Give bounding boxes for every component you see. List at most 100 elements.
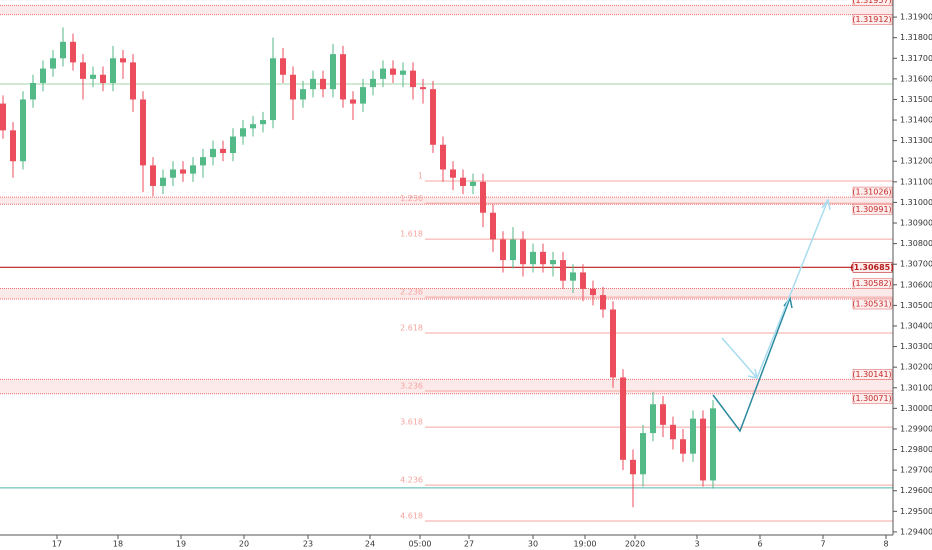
- level-label-box: [852, 186, 893, 198]
- fib-label: 3.618: [400, 418, 423, 427]
- x-tick-label: 30: [528, 540, 538, 549]
- y-tick-label: 1.29900: [900, 424, 932, 433]
- candle-body: [100, 74, 106, 83]
- level-label: (1.30582): [852, 279, 891, 288]
- x-tick-label: 19:00: [573, 540, 596, 549]
- candle-body: [490, 212, 496, 240]
- level-label: (1.30531): [852, 300, 891, 309]
- level-label-box: [852, 0, 893, 6]
- candle-body: [310, 78, 316, 90]
- candle-body: [350, 99, 356, 104]
- candle-body: [110, 58, 116, 83]
- y-tick-label: 1.31800: [900, 33, 932, 42]
- overlays: [0, 4, 893, 522]
- level-label-box: [852, 298, 893, 310]
- candle-body: [610, 309, 616, 378]
- x-tick-label: 8: [883, 540, 888, 549]
- fib-label: 1.236: [400, 194, 423, 203]
- candle-body: [230, 136, 236, 154]
- x-tick-label: 27: [464, 540, 474, 549]
- candle-body: [120, 58, 126, 63]
- candle-body: [400, 70, 406, 75]
- candle-body: [690, 418, 696, 454]
- candle-body: [480, 181, 486, 213]
- x-tick-label: 23: [303, 540, 313, 549]
- y-tick-label: 1.31700: [900, 54, 932, 63]
- candle-body: [290, 74, 296, 100]
- y-tick-label: 1.29400: [900, 527, 932, 536]
- y-tick-label: 1.30300: [900, 342, 932, 351]
- y-tick-label: 1.31900: [900, 13, 932, 22]
- candle-body: [370, 78, 376, 88]
- candle-body: [360, 87, 366, 104]
- candle-body: [260, 120, 266, 125]
- candle-body: [380, 68, 386, 79]
- level-label: (1.30991): [852, 205, 891, 214]
- y-tick-label: 1.30200: [900, 363, 932, 372]
- candle-body: [520, 239, 526, 265]
- y-tick-label: 1.29800: [900, 445, 932, 454]
- zone: [0, 288, 893, 300]
- fib-label: 3.236: [400, 382, 423, 391]
- candle-body: [150, 165, 156, 186]
- candle-body: [130, 62, 136, 100]
- candle-body: [710, 408, 716, 481]
- y-tick-label: 1.31300: [900, 136, 932, 145]
- candle-body: [550, 260, 556, 265]
- candle-body: [700, 418, 706, 481]
- zone: [0, 5, 893, 15]
- level-label: (1.30071): [852, 394, 891, 403]
- candle-body: [340, 54, 346, 100]
- y-tick-label: 1.30000: [900, 404, 932, 413]
- candle-body: [580, 272, 586, 289]
- candle-body: [190, 165, 196, 174]
- level-label-box: [852, 14, 893, 25]
- y-tick-label: 1.30500: [900, 301, 932, 310]
- candle-body: [80, 62, 86, 79]
- projection-arrows: [712, 198, 831, 433]
- candle-body: [620, 377, 626, 460]
- candle-body: [570, 272, 576, 281]
- candle-body: [530, 251, 536, 265]
- candle-body: [270, 58, 276, 121]
- candle-body: [20, 99, 26, 162]
- candle-body: [470, 181, 476, 186]
- zone: [0, 197, 893, 205]
- candle-body: [60, 41, 66, 59]
- candle-body: [420, 87, 426, 90]
- y-tick-label: 1.30100: [900, 383, 932, 392]
- y-tick-label: 1.30800: [900, 239, 932, 248]
- projection-path: [756, 199, 829, 379]
- candle-body: [600, 295, 606, 310]
- candle-body: [500, 239, 506, 261]
- x-tick-label: 24: [365, 540, 375, 549]
- level-label-box: [852, 278, 893, 289]
- fib-label: 4.236: [400, 476, 423, 485]
- candle-body: [280, 58, 286, 75]
- level-label: (1.30141): [852, 370, 891, 379]
- candle-body: [210, 148, 216, 158]
- labels: 1.29400 1.29500 1.29600 1.29700 1.29800 1.299…: [52, 0, 932, 549]
- candle-body: [590, 288, 596, 296]
- y-tick-label: 1.31200: [900, 157, 932, 166]
- y-tick-label: 1.30600: [900, 280, 932, 289]
- candle-body: [140, 99, 146, 166]
- zone: [0, 379, 893, 394]
- candle-body: [220, 148, 226, 154]
- x-tick-label: 19: [176, 540, 186, 549]
- y-tick-label: 1.31100: [900, 177, 932, 186]
- candle-body: [320, 78, 326, 90]
- candle-body: [680, 439, 686, 454]
- candle-body: [670, 424, 676, 440]
- x-tick-label: 20: [239, 540, 249, 549]
- candle-body: [250, 124, 256, 129]
- candle-body: [540, 251, 546, 265]
- candle-body: [70, 41, 76, 63]
- candle-body: [440, 144, 446, 170]
- candle-body: [0, 103, 6, 131]
- x-tick-label: 17: [52, 540, 62, 549]
- y-tick-label: 1.31000: [900, 198, 932, 207]
- y-tick-label: 1.30400: [900, 321, 932, 330]
